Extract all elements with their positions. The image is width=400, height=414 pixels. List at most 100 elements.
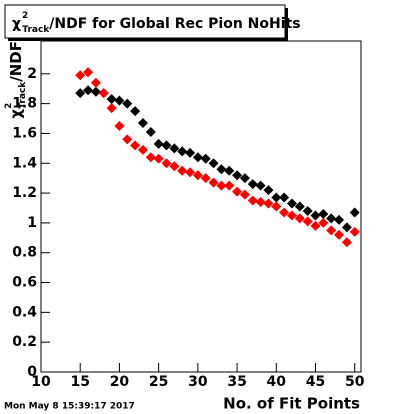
point: [75, 70, 86, 81]
point: [137, 118, 148, 129]
point: [302, 216, 313, 227]
point: [232, 170, 243, 181]
x-tick-label: 20: [110, 374, 130, 390]
y-tick-label: 1: [27, 215, 37, 231]
point: [326, 225, 337, 236]
y-label-symbol: χ: [7, 109, 25, 119]
point: [294, 201, 305, 212]
y-tick-label: 0.8: [12, 245, 37, 261]
point: [98, 88, 109, 99]
x-tick-label: 35: [227, 374, 246, 390]
y-tick-label: 1.4: [12, 155, 37, 171]
point: [216, 180, 227, 191]
point: [318, 217, 329, 228]
point: [192, 152, 203, 163]
point: [247, 179, 258, 190]
point: [239, 189, 250, 200]
point: [130, 106, 141, 117]
point: [169, 143, 180, 154]
point: [208, 158, 219, 169]
point: [224, 165, 235, 176]
point: [106, 94, 117, 105]
point: [145, 126, 156, 137]
point: [161, 158, 172, 169]
x-tick-label: 15: [70, 374, 89, 390]
point: [200, 153, 211, 164]
title-sub: Track: [22, 25, 50, 35]
x-tick-label: 40: [267, 374, 287, 390]
y-label-sub: Track: [18, 81, 28, 109]
point: [255, 197, 266, 208]
point: [122, 134, 133, 145]
point: [114, 120, 125, 131]
title-sup: 2: [22, 11, 28, 21]
point: [247, 195, 258, 206]
point: [271, 192, 282, 203]
point: [106, 103, 117, 114]
point: [90, 77, 101, 88]
point: [145, 152, 156, 163]
point: [185, 147, 196, 158]
point: [334, 214, 345, 225]
y-axis-label: χ2 Track/NDF: [4, 41, 28, 119]
y-tick-label: 1.2: [12, 185, 37, 201]
title-box: [4, 4, 286, 39]
point: [286, 198, 297, 209]
point: [326, 213, 337, 224]
point: [83, 85, 94, 96]
point: [302, 205, 313, 216]
x-tick-label: 50: [345, 374, 365, 390]
y-tick-label: 2: [27, 66, 37, 82]
point: [224, 180, 235, 191]
y-tick-label: 0.4: [12, 304, 37, 320]
point: [83, 67, 94, 78]
point: [349, 207, 360, 218]
point: [286, 210, 297, 221]
x-tick-label: 25: [149, 374, 168, 390]
y-tick-label: 0.2: [12, 334, 37, 350]
point: [90, 86, 101, 97]
point: [318, 208, 329, 219]
point: [255, 180, 266, 191]
point: [130, 140, 141, 151]
point: [341, 237, 352, 248]
point: [294, 213, 305, 224]
point: [239, 173, 250, 184]
point: [192, 170, 203, 181]
point: [153, 153, 164, 164]
title-symbol: χ: [12, 16, 21, 32]
point: [349, 226, 360, 237]
x-tick-label: 30: [188, 374, 208, 390]
frame: [40, 40, 362, 373]
point: [263, 185, 274, 196]
x-axis-label: No. of Fit Points: [223, 395, 360, 413]
point: [200, 173, 211, 184]
point: [169, 161, 180, 172]
point: [208, 177, 219, 188]
point: [177, 146, 188, 157]
point: [310, 220, 321, 231]
point: [310, 210, 321, 221]
timestamp: Mon May 8 15:39:17 2017: [4, 402, 135, 412]
point: [75, 88, 86, 99]
point: [216, 164, 227, 175]
title-rest: /NDF for Global Rec Pion NoHits: [49, 16, 300, 32]
point: [137, 144, 148, 155]
point: [177, 165, 188, 176]
y-tick-label: 1.6: [12, 125, 37, 141]
y-label-sup: 2: [4, 103, 14, 109]
point: [271, 201, 282, 212]
point: [263, 198, 274, 209]
point: [185, 167, 196, 178]
x-tick-label: 10: [31, 374, 51, 390]
y-label-rest: /NDF: [7, 41, 25, 82]
point: [232, 186, 243, 197]
point: [114, 95, 125, 106]
y-tick-label: 1.8: [12, 96, 37, 112]
point: [279, 207, 290, 218]
point: [153, 138, 164, 149]
point: [334, 229, 345, 240]
point: [279, 192, 290, 203]
point: [341, 222, 352, 233]
